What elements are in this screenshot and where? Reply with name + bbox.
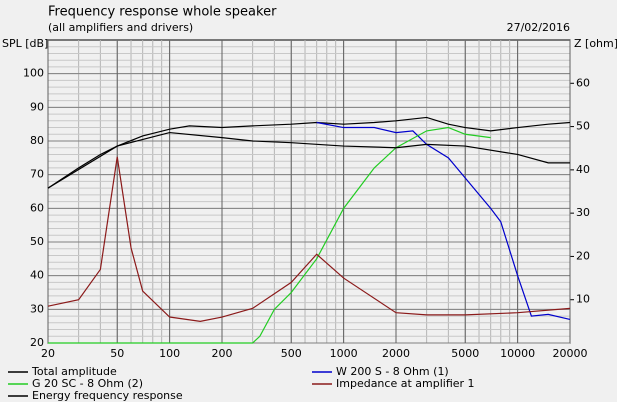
- legend-label: Energy frequency response: [32, 389, 183, 402]
- legend-label: G 20 SC - 8 Ohm (2): [32, 377, 143, 390]
- y2-axis-label: Z [ohm]: [574, 37, 617, 50]
- x-tick-label: 200: [212, 347, 233, 360]
- x-tick-label: 5000: [451, 347, 479, 360]
- legend-label: W 200 S - 8 Ohm (1): [336, 365, 449, 378]
- chart-subtitle: (all amplifiers and drivers): [48, 21, 193, 34]
- plot-frame: [47, 39, 571, 344]
- x-tick-label: 100: [159, 347, 180, 360]
- y2-tick-label: 20: [576, 249, 590, 262]
- series-line: [316, 121, 571, 321]
- series-line: [48, 126, 491, 344]
- y-tick-label: 50: [30, 235, 44, 248]
- chart-title: Frequency response whole speaker: [48, 5, 277, 20]
- chart-date: 27/02/2016: [507, 21, 570, 34]
- series-line: [47, 131, 570, 189]
- y-tick-label: 80: [30, 134, 44, 147]
- y2-tick-label: 10: [576, 293, 590, 306]
- x-tick-label: 20000: [553, 347, 588, 360]
- y2-tick-label: 40: [576, 163, 590, 176]
- x-tick-label: 10000: [500, 347, 535, 360]
- y-tick-label: 40: [30, 269, 44, 282]
- y2-tick-label: 60: [576, 76, 590, 89]
- y2-tick-label: 30: [576, 206, 590, 219]
- legend-label: Impedance at amplifier 1: [336, 377, 475, 390]
- legend-label: Total amplitude: [31, 365, 117, 378]
- y2-tick-label: 50: [576, 120, 590, 133]
- series-line: [47, 156, 571, 322]
- y-tick-label: 100: [23, 67, 44, 80]
- x-tick-label: 20: [41, 347, 55, 360]
- y-axis-label: SPL [dB]: [2, 37, 48, 50]
- x-tick-label: 500: [281, 347, 302, 360]
- y-tick-label: 70: [30, 168, 44, 181]
- x-tick-label: 2000: [382, 347, 410, 360]
- y-tick-label: 20: [30, 336, 44, 349]
- y-tick-label: 60: [30, 201, 44, 214]
- y-tick-label: 90: [30, 100, 44, 113]
- y-tick-label: 30: [30, 302, 44, 315]
- x-tick-label: 50: [110, 347, 124, 360]
- x-tick-label: 1000: [330, 347, 358, 360]
